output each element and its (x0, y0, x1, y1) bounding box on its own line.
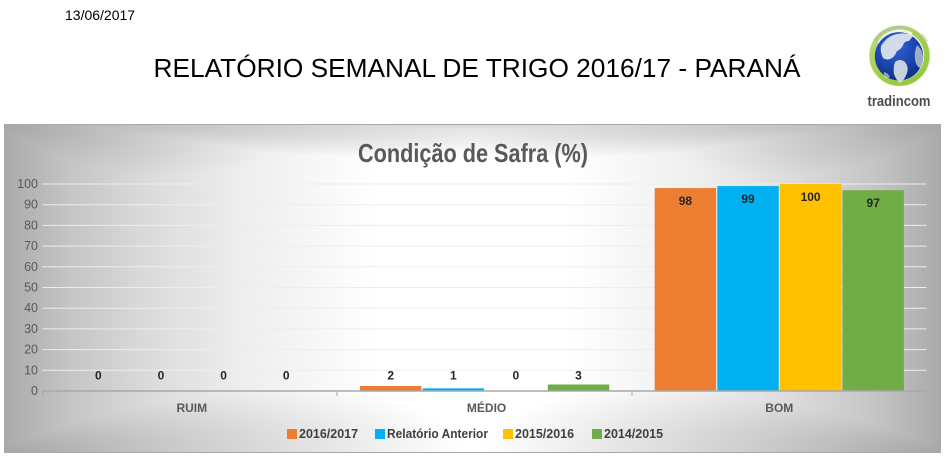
svg-text:99: 99 (741, 192, 755, 206)
svg-text:70: 70 (24, 239, 38, 253)
svg-text:10: 10 (24, 363, 38, 377)
svg-text:0: 0 (95, 369, 102, 383)
svg-text:MÉDIO: MÉDIO (467, 400, 506, 415)
svg-text:3: 3 (575, 369, 582, 383)
svg-text:1: 1 (450, 369, 457, 383)
svg-text:0: 0 (220, 369, 227, 383)
svg-text:2014/2015: 2014/2015 (604, 427, 663, 441)
svg-text:RELATÓRIO SEMANAL DE TRIGO 201: RELATÓRIO SEMANAL DE TRIGO 2016/17 - PAR… (154, 53, 802, 83)
svg-text:Condição de Safra (%): Condição de Safra (%) (358, 138, 588, 168)
svg-text:80: 80 (24, 218, 38, 232)
svg-text:50: 50 (24, 281, 38, 295)
svg-text:RUIM: RUIM (176, 401, 207, 415)
svg-text:100: 100 (17, 177, 38, 191)
svg-text:2015/2016: 2015/2016 (515, 427, 574, 441)
svg-text:100: 100 (801, 190, 821, 204)
svg-text:0: 0 (513, 369, 520, 383)
svg-text:0: 0 (158, 369, 165, 383)
svg-text:0: 0 (283, 369, 290, 383)
svg-text:tradincom: tradincom (868, 93, 931, 110)
svg-text:30: 30 (24, 322, 38, 336)
svg-text:40: 40 (24, 301, 38, 315)
svg-text:98: 98 (679, 194, 693, 208)
svg-text:BOM: BOM (765, 401, 793, 415)
svg-text:Relatório Anterior: Relatório Anterior (387, 427, 488, 441)
svg-text:20: 20 (24, 343, 38, 357)
svg-text:0: 0 (31, 384, 38, 398)
svg-text:97: 97 (867, 196, 881, 210)
svg-text:90: 90 (24, 198, 38, 212)
svg-text:60: 60 (24, 260, 38, 274)
svg-text:2016/2017: 2016/2017 (299, 427, 358, 441)
svg-text:2: 2 (387, 369, 394, 383)
